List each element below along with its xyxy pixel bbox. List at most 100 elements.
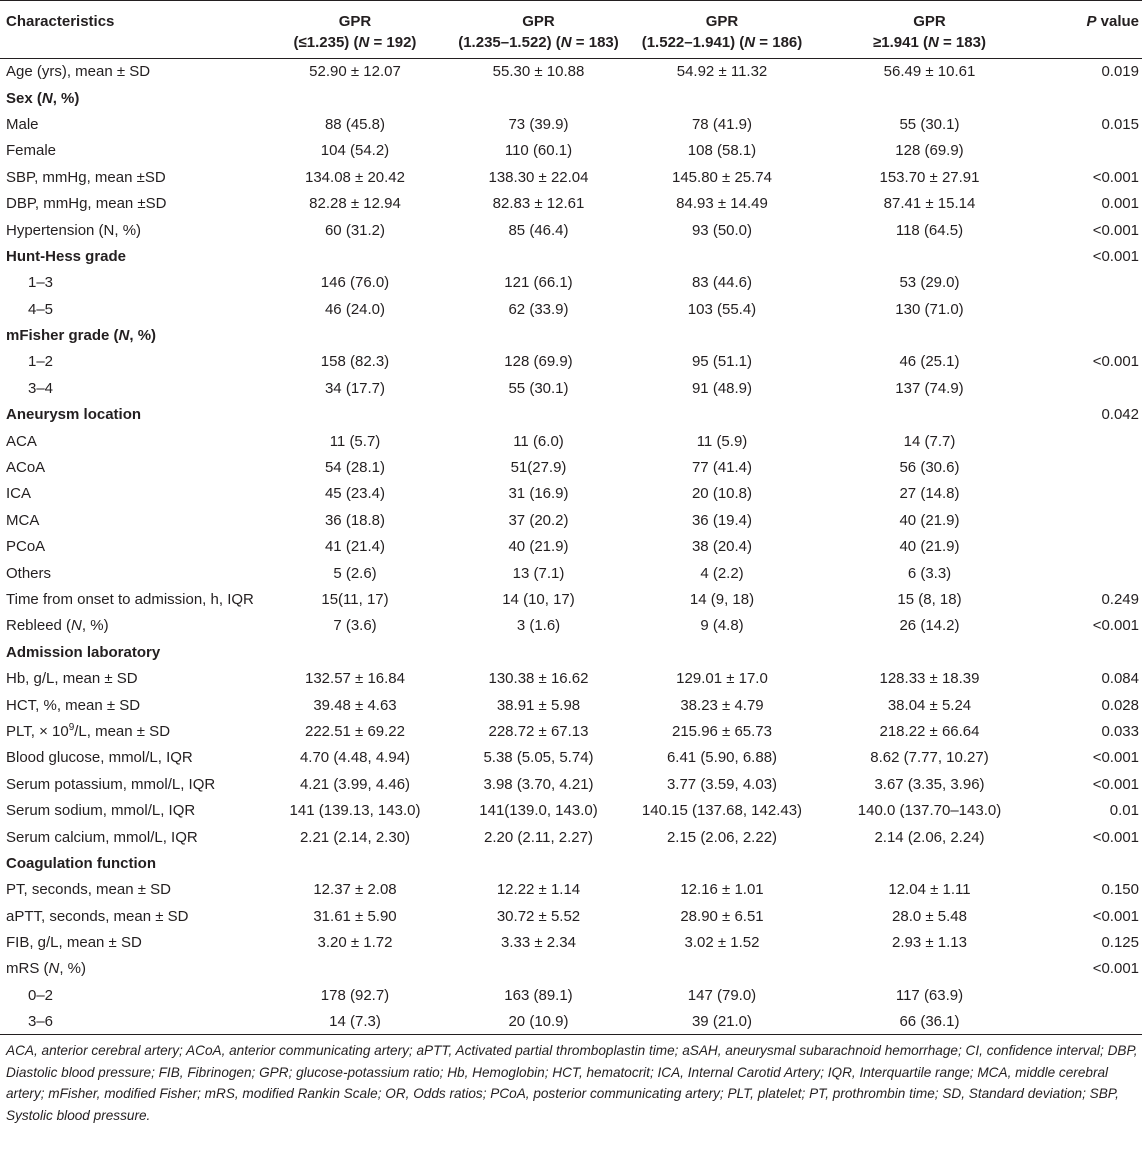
- value-cell: 14 (7.7): [903, 432, 956, 450]
- table-row: FIB, g/L, mean ± SD 3.20 ± 1.72 3.33 ± 2.3…: [0, 929, 1142, 955]
- value-cell: 41 (21.4): [324, 538, 386, 556]
- value-cell: 108 (58.1): [687, 142, 757, 160]
- value-cell: 38 (20.4): [691, 538, 753, 556]
- value-cell: 130.38 ± 16.62: [488, 670, 589, 688]
- value-cell: 54 (28.1): [324, 459, 386, 477]
- p-value-cell: [1044, 507, 1142, 533]
- value-cell: 12.37 ± 2.08: [313, 881, 397, 899]
- value-cell: 158 (82.3): [320, 353, 390, 371]
- table-section-row: mFisher grade (N, %): [0, 322, 1142, 348]
- value-cell: [815, 322, 1044, 348]
- value-cell: 163 (89.1): [504, 986, 573, 1004]
- value-cell: 140.0 (137.70–143.0): [857, 802, 1002, 820]
- value-cell: 11 (5.9): [696, 432, 748, 450]
- value-cell: 30.72 ± 5.52: [496, 907, 581, 925]
- row-label: Hypertension (N, %): [6, 221, 142, 239]
- section-label: Aneurysm location: [6, 406, 142, 424]
- value-cell: 56 (30.6): [899, 459, 960, 477]
- table-row: MCA 36 (18.8) 37 (20.2) 36 (19.4) 40 (21.9): [0, 507, 1142, 533]
- p-value-cell: <0.001: [1092, 907, 1139, 925]
- row-label: Serum potassium, mmol/L, IQR: [6, 775, 216, 793]
- value-cell: 141(139.0, 143.0): [479, 802, 598, 820]
- value-cell: [448, 243, 629, 269]
- value-cell: [448, 956, 629, 982]
- header-line: GPR: [338, 13, 372, 30]
- value-cell: [262, 402, 448, 428]
- value-cell: 34 (17.7): [324, 379, 386, 397]
- value-cell: [629, 243, 815, 269]
- value-cell: 12.22 ± 1.14: [496, 881, 581, 899]
- table-header: Characteristics GPR (≤1.235) (N = 192) GPR (…: [0, 0, 1142, 59]
- value-cell: 95 (51.1): [691, 353, 753, 371]
- value-cell: [448, 322, 629, 348]
- value-cell: 55 (30.1): [899, 115, 960, 133]
- table-section-row: Aneurysm location 0.042: [0, 402, 1142, 428]
- value-cell: 51(27.9): [510, 459, 567, 477]
- value-cell: 132.57 ± 16.84: [305, 670, 405, 688]
- p-value-cell: <0.001: [1092, 960, 1139, 978]
- value-cell: 153.70 ± 27.91: [879, 168, 980, 186]
- value-cell: 14 (7.3): [262, 1008, 448, 1036]
- value-cell: 46 (24.0): [324, 300, 386, 318]
- table-row: 1–3 146 (76.0) 121 (66.1) 83 (44.6) 53 (29.0…: [0, 270, 1142, 296]
- p-value-cell: [1044, 560, 1142, 586]
- p-value-cell: [1044, 454, 1142, 480]
- value-cell: 83 (44.6): [691, 274, 753, 292]
- row-label: 3–6: [0, 1008, 262, 1036]
- value-cell: 52.90 ± 12.07: [309, 63, 401, 81]
- table-row: SBP, mmHg, mean ±SD 134.08 ± 20.42 138.30 …: [0, 164, 1142, 190]
- row-label: Hb, g/L, mean ± SD: [6, 670, 138, 688]
- p-value-cell: <0.001: [1092, 221, 1139, 239]
- value-cell: 3.98 (3.70, 4.21): [483, 775, 594, 793]
- value-cell: 28.90 ± 6.51: [680, 907, 764, 925]
- header-line: P value: [1086, 13, 1139, 30]
- p-value-cell: [1044, 138, 1142, 164]
- value-cell: 26 (14.2): [899, 617, 960, 635]
- value-cell: 46 (25.1): [899, 353, 960, 371]
- p-value-cell: 0.150: [1101, 881, 1139, 899]
- p-value-cell: <0.001: [1092, 168, 1139, 186]
- value-cell: 82.83 ± 12.61: [492, 195, 585, 213]
- row-label: 4–5: [28, 300, 54, 318]
- header-line: ≥1.941 (N = 183): [873, 34, 986, 51]
- value-cell: 91 (48.9): [691, 379, 753, 397]
- section-label: Admission laboratory: [6, 643, 161, 661]
- value-cell: 11 (6.0): [513, 432, 564, 450]
- header-line: (≤1.235) (N = 192): [293, 34, 417, 51]
- row-label: ACA: [6, 432, 37, 450]
- table-row: Time from onset to admission, h, IQR 15(1…: [0, 586, 1142, 612]
- row-label: Male: [6, 115, 39, 133]
- value-cell: 38.91 ± 5.98: [496, 696, 581, 714]
- p-value-cell: <0.001: [1092, 828, 1139, 846]
- value-cell: 62 (33.9): [508, 300, 569, 318]
- header-line: GPR: [705, 13, 739, 30]
- value-cell: 93 (50.0): [691, 221, 753, 239]
- table-row: 3–6 14 (7.3) 20 (10.9) 39 (21.0) 66 (36.1): [0, 1008, 1142, 1036]
- value-cell: 146 (76.0): [320, 274, 390, 292]
- value-cell: 141 (139.13, 143.0): [289, 802, 421, 820]
- table-row: Serum potassium, mmol/L, IQR 4.21 (3.99, …: [0, 771, 1142, 797]
- p-value-cell: <0.001: [1092, 247, 1139, 265]
- table-section-row: Admission laboratory: [0, 639, 1142, 665]
- row-label: 0–2: [28, 986, 54, 1004]
- value-cell: 2.21 (2.14, 2.30): [299, 828, 411, 846]
- value-cell: [629, 402, 815, 428]
- row-label: ACoA: [6, 459, 46, 477]
- value-cell: 27 (14.8): [899, 485, 960, 503]
- p-value-cell: 0.015: [1101, 115, 1139, 133]
- value-cell: [262, 243, 448, 269]
- row-label: mRS (N, %): [6, 960, 87, 978]
- value-cell: 45 (23.4): [324, 485, 386, 503]
- header-row: Characteristics GPR (≤1.235) (N = 192) GPR (…: [0, 0, 1142, 59]
- table-row: DBP, mmHg, mean ±SD 82.28 ± 12.94 82.83 ± …: [0, 190, 1142, 216]
- p-value-cell: [1044, 534, 1142, 560]
- header-line: (1.522–1.941) (N = 186): [641, 34, 803, 51]
- value-cell: 145.80 ± 25.74: [672, 168, 772, 186]
- table-row: PLT, × 109/L, mean ± SD 222.51 ± 69.22 228…: [0, 718, 1142, 744]
- section-label: Hunt-Hess grade: [6, 247, 127, 265]
- p-value-cell: [1044, 639, 1142, 665]
- value-cell: 55.30 ± 10.88: [492, 63, 585, 81]
- value-cell: [262, 85, 448, 111]
- value-cell: [448, 85, 629, 111]
- row-label: Serum calcium, mmol/L, IQR: [6, 828, 198, 846]
